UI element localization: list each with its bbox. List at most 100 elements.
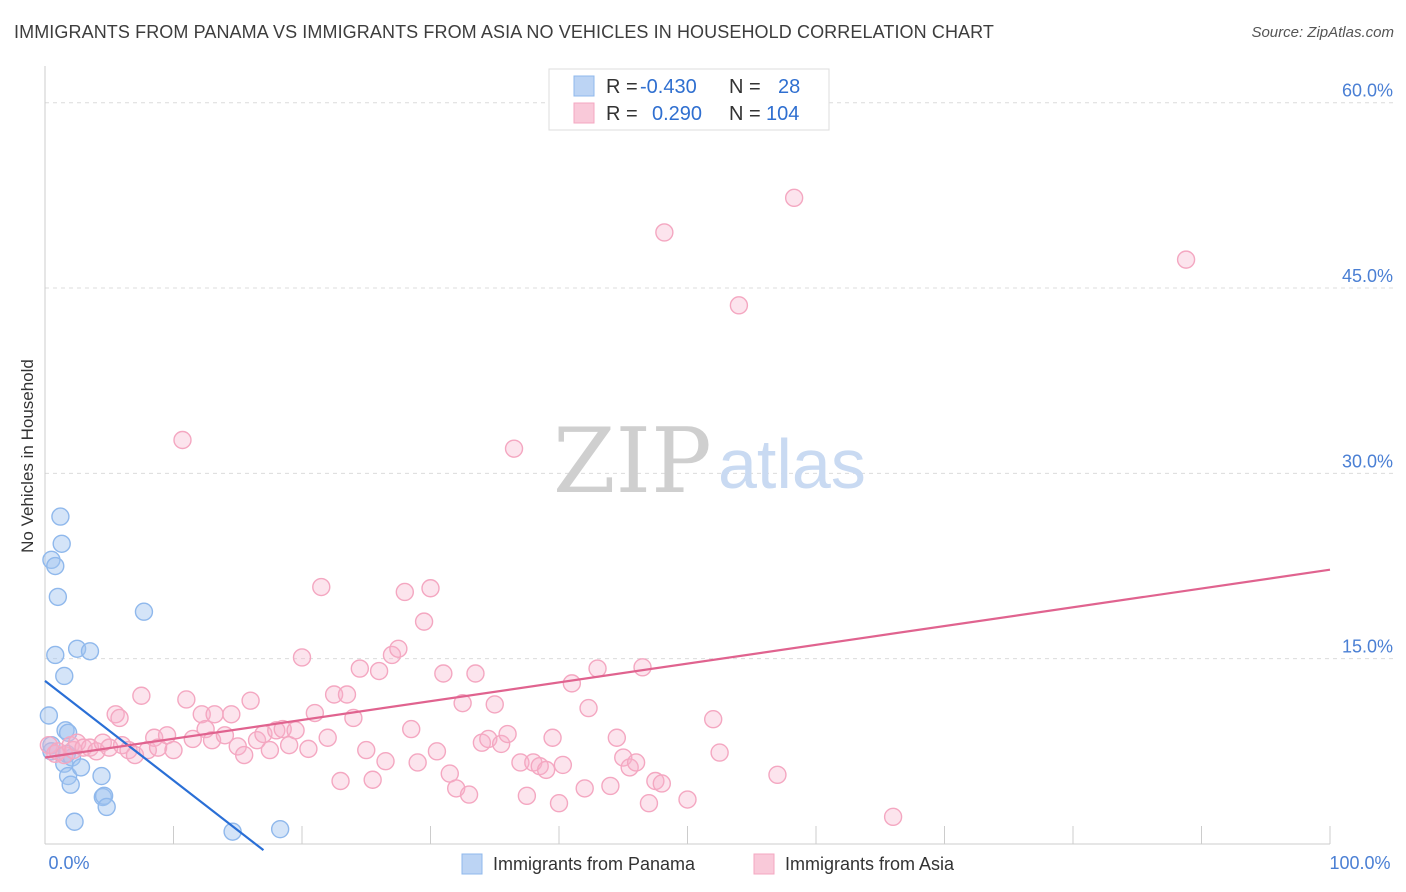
point-asia — [553, 755, 573, 775]
point-asia — [1176, 250, 1196, 269]
point-asia — [337, 685, 357, 704]
point-asia — [148, 738, 168, 757]
point-asia — [402, 719, 421, 739]
point-asia — [369, 661, 389, 681]
legend-box: R = -0.430 N = 28 R = 0.290 N = 104 — [548, 68, 830, 131]
point-asia — [491, 734, 511, 754]
point-asia — [234, 745, 254, 765]
source-label: Source: ZipAtlas.com — [1251, 24, 1394, 41]
trend-lines — [44, 568, 1331, 852]
y-tick-labels: 15.0% 30.0% 45.0% 60.0% — [1342, 81, 1393, 657]
chart-title: IMMIGRANTS FROM PANAMA VS IMMIGRANTS FRO… — [14, 22, 995, 42]
legend-n-label-2: N = — [729, 103, 761, 125]
point-asia — [395, 582, 414, 602]
point-asia — [318, 728, 337, 747]
point-panama — [65, 812, 84, 831]
point-panama — [51, 507, 70, 526]
point-panama — [93, 787, 113, 807]
legend-r-value-2: 0.290 — [652, 103, 702, 125]
point-panama — [39, 706, 59, 725]
legend-swatch-panama — [573, 75, 595, 97]
trend-line-asia — [44, 568, 1331, 759]
point-asia — [376, 752, 395, 771]
point-panama — [52, 534, 71, 553]
x-tick-label-max: 100.0% — [1329, 853, 1390, 873]
point-asia — [350, 659, 370, 678]
point-asia — [434, 664, 453, 683]
axes — [44, 66, 1331, 845]
point-asia — [601, 776, 620, 796]
point-panama — [48, 587, 68, 607]
point-asia — [192, 705, 211, 724]
legend-swatch-asia — [573, 102, 595, 124]
bottom-legend-label-panama: Immigrants from Panama — [493, 854, 696, 874]
point-asia — [536, 760, 556, 780]
point-asia — [710, 743, 729, 762]
point-asia — [768, 765, 787, 785]
point-asia — [504, 439, 524, 458]
x-tick-label-min: 0.0% — [48, 853, 89, 873]
point-asia — [312, 577, 331, 597]
point-asia — [784, 188, 804, 208]
point-asia — [517, 786, 537, 806]
point-asia — [286, 721, 305, 740]
point-asia — [511, 753, 530, 772]
bottom-legend-label-asia: Immigrants from Asia — [785, 854, 955, 874]
point-asia — [408, 753, 427, 772]
point-asia — [173, 430, 192, 450]
watermark-zip: ZIP — [553, 409, 712, 514]
point-asia — [498, 724, 517, 744]
point-panama — [80, 642, 100, 661]
point-asia — [331, 771, 350, 791]
point-panama — [270, 819, 290, 839]
point-asia — [205, 705, 224, 724]
legend-n-value-1: 28 — [778, 76, 800, 98]
point-asia — [549, 794, 569, 813]
data-points — [39, 188, 1196, 841]
point-asia — [260, 740, 280, 760]
watermark: ZIP atlas — [553, 409, 866, 514]
point-asia — [414, 612, 434, 631]
point-asia — [883, 807, 903, 827]
point-asia — [222, 705, 241, 724]
y-tick-label: 45.0% — [1342, 266, 1393, 286]
grid-lines — [45, 102, 1395, 660]
legend-r-label-2: R = — [606, 103, 638, 125]
point-panama — [97, 797, 116, 817]
point-asia — [421, 579, 440, 598]
point-panama — [46, 645, 65, 665]
point-asia — [729, 296, 749, 315]
point-asia — [543, 728, 562, 747]
point-asia — [652, 774, 671, 793]
point-asia — [241, 691, 260, 710]
point-asia — [177, 690, 196, 709]
legend-n-label-1: N = — [729, 76, 761, 98]
point-asia — [164, 740, 183, 760]
point-panama — [61, 775, 80, 794]
point-asia — [427, 742, 447, 761]
point-asia — [357, 740, 376, 760]
watermark-atlas: atlas — [718, 425, 866, 503]
point-panama — [55, 666, 74, 686]
point-asia — [389, 639, 408, 658]
trend-line-panama — [44, 680, 265, 852]
point-asia — [299, 739, 318, 759]
point-asia — [453, 693, 472, 713]
point-asia — [562, 674, 582, 693]
legend-r-label-1: R = — [606, 76, 638, 98]
point-panama — [134, 602, 154, 621]
y-tick-label: 60.0% — [1342, 81, 1393, 101]
point-asia — [110, 708, 129, 728]
point-asia — [466, 664, 485, 683]
point-asia — [655, 223, 674, 242]
y-tick-label: 15.0% — [1342, 637, 1393, 657]
point-asia — [459, 785, 479, 804]
y-axis-title: No Vehicles in Household — [18, 359, 37, 553]
point-asia — [588, 659, 607, 678]
point-asia — [575, 779, 594, 798]
point-panama — [71, 758, 91, 777]
point-asia — [639, 794, 659, 813]
point-asia — [363, 770, 382, 789]
point-asia — [607, 728, 627, 747]
